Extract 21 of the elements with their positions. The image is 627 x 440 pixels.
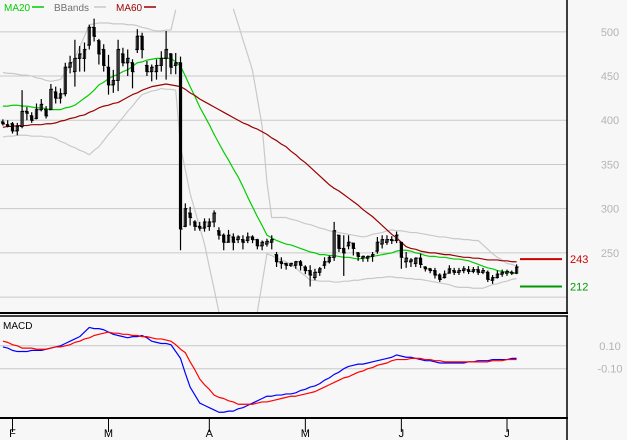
legend-label: MA20 bbox=[4, 3, 31, 14]
ref-line-label: 212 bbox=[570, 281, 588, 294]
x-tick-label: A bbox=[206, 428, 214, 440]
legend-label: BBands bbox=[54, 3, 90, 14]
y-tick-label: 400 bbox=[600, 115, 620, 128]
x-tick-label: M bbox=[300, 428, 310, 440]
legend-label: MA60 bbox=[116, 3, 143, 14]
y-tick-label: 300 bbox=[600, 204, 620, 216]
x-tick-label: M bbox=[104, 428, 114, 440]
y-tick-label: 250 bbox=[600, 248, 620, 260]
x-tick-label: J bbox=[398, 428, 404, 440]
y-tick-label: -0.10 bbox=[597, 364, 623, 376]
y-tick-label: 450 bbox=[600, 71, 620, 84]
y-tick-label: 0.10 bbox=[599, 340, 621, 353]
ref-line-label: 243 bbox=[570, 254, 588, 266]
x-tick-label: J bbox=[504, 428, 510, 440]
y-tick-label: 350 bbox=[600, 159, 620, 172]
y-tick-label: 500 bbox=[600, 26, 620, 39]
text: MACD bbox=[3, 321, 32, 332]
line-series bbox=[2, 83, 518, 262]
x-tick-label: F bbox=[9, 428, 16, 440]
